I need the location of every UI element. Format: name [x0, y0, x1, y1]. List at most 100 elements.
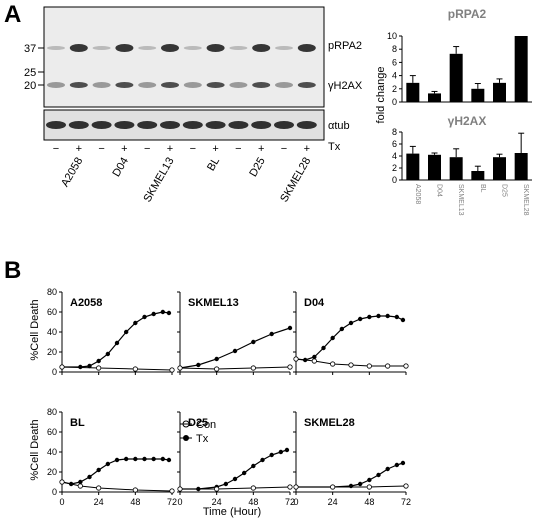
- band-prpa2: [92, 46, 111, 50]
- line-ytick-label: 20: [47, 467, 57, 477]
- panel-title: SKMEL13: [188, 297, 239, 309]
- band-label-prpa2: pRPA2: [328, 40, 362, 52]
- line-xtick-label: 24: [212, 497, 222, 507]
- line-ytick-label: 0: [52, 487, 57, 497]
- series-tx-point: [133, 320, 138, 326]
- cell-line-label: BL: [205, 156, 222, 174]
- bar: [471, 88, 485, 102]
- series-tx-point: [96, 467, 101, 473]
- series-con-point: [214, 486, 220, 492]
- series-con-point: [330, 484, 336, 490]
- band-gh2ax: [275, 82, 293, 88]
- treatment-sign: −: [281, 143, 287, 155]
- series-con-point: [250, 365, 256, 371]
- bar-ytick-label: 6: [392, 139, 397, 149]
- treatment-signs: − + − + − + − + − + − +: [53, 143, 310, 155]
- series-tx-point: [142, 456, 147, 462]
- bar-ytick-label: 2: [392, 163, 397, 173]
- treatment-sign: +: [121, 143, 127, 155]
- line-ytick-label: 60: [47, 427, 57, 437]
- treatment-sign: +: [76, 143, 82, 155]
- series-con-point: [59, 364, 65, 370]
- panel-title: SKMEL28: [304, 417, 355, 429]
- treatment-sign: +: [167, 143, 173, 155]
- ylabel-row1: %Cell Death: [29, 299, 41, 360]
- panel-title: A2058: [70, 297, 102, 309]
- ylabel-row2: %Cell Death: [29, 419, 41, 480]
- bar: [493, 157, 506, 180]
- band-atub: [205, 121, 226, 129]
- band-label-gh2ax: γH2AX: [328, 80, 363, 92]
- series-tx-point: [105, 351, 111, 357]
- series-tx-point: [87, 363, 92, 369]
- series-con-point: [250, 485, 256, 491]
- treatment-sign: +: [212, 143, 218, 155]
- band-atub: [160, 121, 180, 129]
- series-tx-point: [376, 472, 381, 478]
- series-tx-point: [251, 463, 256, 469]
- cell-line-label: SKMEL13: [141, 156, 176, 205]
- bar: [449, 157, 463, 180]
- series-tx-point: [160, 456, 166, 462]
- band-atub: [228, 121, 249, 129]
- panel-letter-b: B: [4, 257, 21, 284]
- series-tx-point: [269, 331, 274, 337]
- band-gh2ax: [229, 82, 248, 88]
- series-con-point: [366, 484, 372, 490]
- cell-line-label: D04: [111, 156, 131, 179]
- series-con-point: [287, 484, 293, 490]
- mw-marker-20: 20: [24, 80, 36, 92]
- series-tx-line: [296, 462, 404, 488]
- band-gh2ax: [206, 82, 225, 88]
- bar: [428, 154, 441, 180]
- bar-ytick-label: 6: [392, 57, 397, 67]
- bar-ylabel: fold change: [375, 67, 387, 124]
- series-con-point: [177, 365, 183, 371]
- mw-marker-25: 25: [24, 67, 36, 79]
- bar: [471, 171, 485, 180]
- series-tx-point: [260, 457, 265, 463]
- band-prpa2: [229, 46, 248, 50]
- series-tx-point: [400, 460, 406, 466]
- xlabel-time: Time (Hour): [203, 506, 261, 518]
- series-tx-point: [114, 457, 120, 463]
- series-con-point: [96, 485, 102, 491]
- line-ytick-label: 80: [47, 287, 57, 297]
- series-tx-point: [400, 317, 406, 323]
- band-atub: [137, 121, 158, 129]
- band-prpa2: [161, 44, 179, 52]
- band-prpa2: [252, 44, 271, 52]
- series-tx-point: [87, 474, 92, 480]
- line-ytick-label: 40: [47, 447, 57, 457]
- series-tx-point: [105, 461, 111, 467]
- series-tx-point: [133, 456, 138, 462]
- series-tx-point: [376, 313, 381, 319]
- band-gh2ax: [115, 82, 134, 88]
- series-tx-point: [232, 348, 238, 354]
- band-prpa2: [47, 46, 65, 50]
- series-tx-point: [232, 476, 238, 482]
- panel-letter-a: A: [4, 1, 21, 28]
- series-con-line: [179, 366, 291, 370]
- series-tx-point: [357, 316, 363, 322]
- series-tx-point: [385, 466, 390, 472]
- band-gh2ax: [92, 82, 111, 88]
- series-con-point: [330, 361, 336, 367]
- band-gh2ax: [161, 82, 179, 88]
- line-xtick-label: 48: [364, 497, 374, 507]
- panel-title: D04: [304, 297, 325, 309]
- line-ytick-label: 0: [52, 367, 57, 377]
- band-atub: [46, 121, 66, 129]
- band-gh2ax: [252, 82, 271, 88]
- series-con-point: [293, 356, 299, 362]
- series-con-point: [59, 479, 65, 485]
- blot-membrane-top: [43, 6, 325, 108]
- series-tx-point: [214, 356, 219, 362]
- band-gh2ax: [138, 82, 157, 88]
- series-con-point: [77, 483, 83, 489]
- cell-line-label: SKMEL28: [278, 156, 313, 205]
- line-xtick-label: 48: [248, 497, 258, 507]
- band-atub: [91, 121, 112, 129]
- fold-change-bar-charts: fold change 0 2 4 6 8 10 pRPA2 0 2 4 6 8 γH2AX A2058 D…: [375, 7, 532, 216]
- band-prpa2: [275, 46, 293, 50]
